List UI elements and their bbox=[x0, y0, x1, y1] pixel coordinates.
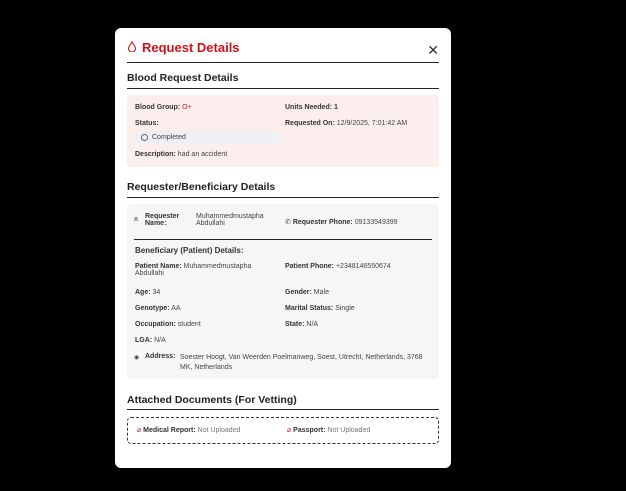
marital-value: Single bbox=[335, 305, 355, 312]
lga-value: N/A bbox=[154, 337, 166, 344]
requested-label: Requested On: bbox=[285, 120, 335, 127]
address-label: Address: bbox=[145, 353, 176, 360]
requester-name-label: Requester Name: bbox=[145, 213, 180, 227]
check-circle-icon bbox=[141, 134, 148, 141]
blood-request-box: Blood Group: O+ Units Needed: 1 Status: … bbox=[127, 95, 439, 167]
requester-heading: Requester/Beneficiary Details bbox=[127, 181, 276, 193]
blood-drop-icon bbox=[127, 40, 137, 55]
description-value: had an accident bbox=[177, 151, 228, 158]
blood-group-label: Blood Group: bbox=[135, 104, 181, 111]
state-value: N/A bbox=[306, 321, 319, 328]
blood-group-value: O+ bbox=[182, 104, 192, 111]
requester-box: ጸ Requester Name: Muhammedmustapha Abdul… bbox=[127, 204, 439, 379]
phone-icon: ✆ bbox=[285, 219, 291, 226]
request-details-modal: Request Details ✕ Blood Request Details … bbox=[115, 28, 451, 468]
occupation-value: student bbox=[177, 321, 201, 328]
blood-request-heading: Blood Request Details bbox=[127, 72, 239, 84]
documents-box: ⌀ Medical Report: Not Uploaded ⌀ Passpor… bbox=[127, 417, 439, 444]
requested-value: 12/9/2025, 7:01:42 AM bbox=[336, 120, 408, 127]
paperclip-icon: ⌀ bbox=[137, 427, 142, 434]
status-badge: Completed bbox=[135, 131, 281, 144]
documents-heading: Attached Documents (For Vetting) bbox=[127, 394, 297, 406]
modal-title: Request Details bbox=[127, 40, 240, 55]
units-label: Units Needed: bbox=[285, 104, 333, 111]
beneficiary-heading: Beneficiary (Patient) Details: bbox=[135, 246, 244, 255]
document-medical-report[interactable]: ⌀ Medical Report: Not Uploaded bbox=[137, 427, 241, 434]
description-label: Description: bbox=[135, 151, 176, 158]
address-value: Soester Hoogt, Van Weerden Poelmanweg, S… bbox=[180, 354, 423, 371]
document-passport[interactable]: ⌀ Passport: Not Uploaded bbox=[287, 427, 371, 434]
units-value: 1 bbox=[334, 104, 338, 111]
status-label: Status: bbox=[135, 120, 159, 127]
requester-phone-value: 09133549399 bbox=[354, 219, 398, 226]
map-pin-icon: ◉ bbox=[134, 355, 140, 361]
age-value: 34 bbox=[152, 289, 161, 296]
patient-name-value: Muhammedmustapha Abdullahi bbox=[135, 263, 252, 277]
paperclip-icon: ⌀ bbox=[287, 427, 292, 434]
user-icon: ጸ bbox=[134, 216, 139, 223]
patient-phone-value: +2348146550674 bbox=[335, 263, 391, 270]
genotype-value: AA bbox=[171, 305, 181, 312]
gender-value: Male bbox=[313, 289, 329, 296]
close-icon[interactable]: ✕ bbox=[427, 42, 439, 58]
requester-name-value: Muhammedmustapha Abdullahi bbox=[196, 213, 264, 227]
